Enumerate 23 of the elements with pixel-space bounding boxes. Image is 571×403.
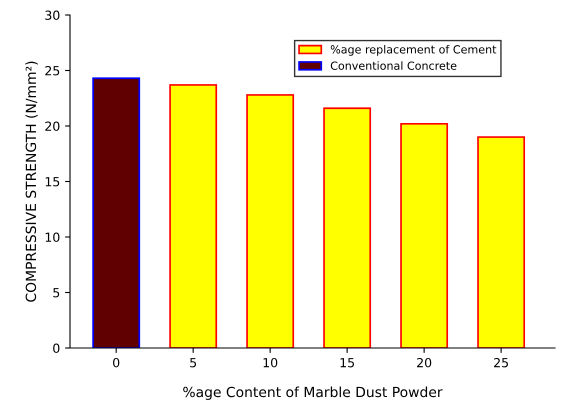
x-tick-label: 15 (340, 358, 354, 368)
x-tick-label: 0 (113, 358, 120, 368)
bar (169, 84, 218, 348)
x-axis-title: %age Content of Marble Dust Powder (183, 386, 443, 400)
y-tick-label: 10 (46, 232, 60, 242)
bar (246, 94, 294, 348)
x-tick-label: 20 (417, 358, 432, 368)
y-tick-label: 15 (46, 177, 60, 186)
bar (477, 136, 526, 348)
y-tick-label: 0 (53, 343, 60, 353)
y-tick-label: 20 (45, 121, 60, 131)
y-tick-label: 30 (45, 10, 60, 20)
y-axis-title: COMPRESSIVE STRENGTH (N/mm²) (25, 62, 38, 302)
y-tick-label: 25 (45, 66, 60, 76)
bar (92, 77, 140, 348)
bar (323, 107, 372, 348)
legend-label: %age replacement of Cement (330, 44, 496, 56)
y-tick-label: 5 (53, 288, 60, 298)
x-tick-label: 10 (264, 358, 278, 368)
x-tick-label: 5 (190, 358, 196, 368)
bar (400, 122, 448, 348)
x-tick-label: 25 (494, 358, 508, 368)
legend-label: Conventional Concrete (330, 61, 456, 70)
